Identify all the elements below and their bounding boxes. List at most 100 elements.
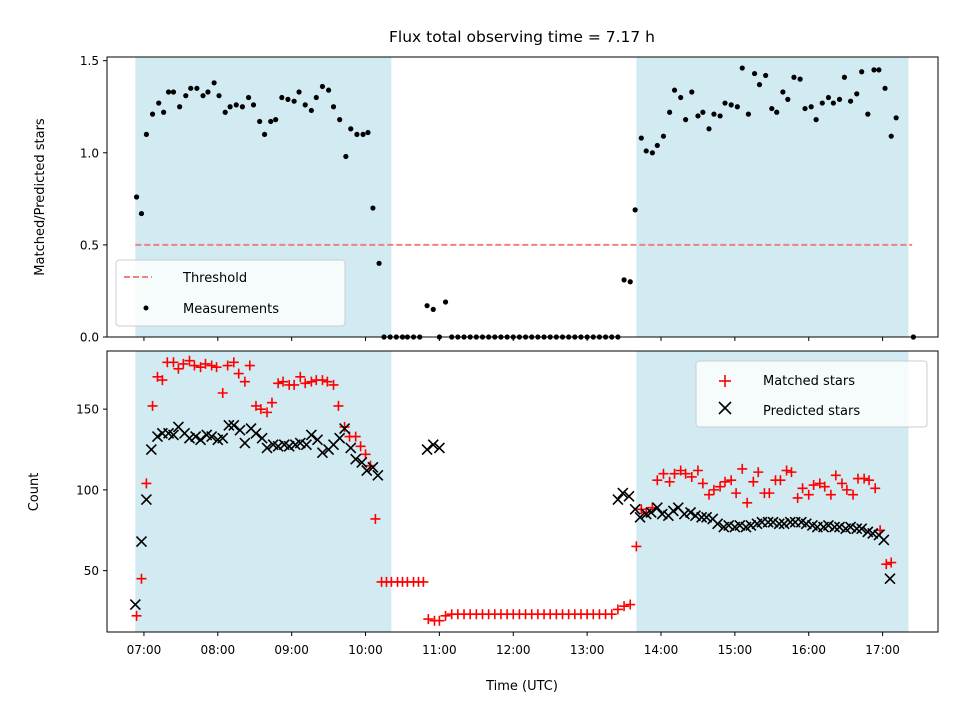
- data-point: [296, 89, 302, 95]
- y-tick-label: 100: [76, 483, 99, 497]
- data-point: [739, 65, 745, 71]
- data-point: [356, 456, 368, 468]
- shaded-interval-1: [135, 351, 392, 632]
- data-point: [234, 424, 246, 436]
- data-point: [680, 468, 691, 479]
- data-point: [345, 442, 357, 454]
- data-point: [621, 277, 627, 283]
- bottom-panel-series: [129, 355, 897, 626]
- data-point: [430, 306, 436, 312]
- data-point: [165, 89, 172, 95]
- data-point: [177, 104, 183, 110]
- data-point: [300, 439, 313, 451]
- data-point: [769, 105, 775, 112]
- data-point: [886, 557, 897, 568]
- x-tick-label: 09:00: [274, 643, 309, 657]
- y-tick-label: 150: [76, 403, 99, 417]
- data-point: [178, 358, 189, 369]
- data-point: [651, 502, 663, 514]
- data-point: [781, 465, 792, 476]
- data-point: [250, 427, 262, 439]
- data-point: [728, 102, 734, 108]
- data-point: [893, 115, 899, 121]
- data-point: [239, 437, 251, 449]
- top-panel-legend: Threshold Measurements: [115, 259, 346, 327]
- data-point: [167, 429, 180, 441]
- data-point: [173, 363, 184, 374]
- data-point: [882, 85, 888, 91]
- data-point: [856, 523, 868, 535]
- data-point: [780, 89, 786, 95]
- data-point: [350, 453, 362, 465]
- matched-legend-marker: [719, 375, 731, 387]
- data-point: [145, 443, 157, 456]
- data-point: [825, 489, 836, 500]
- top-panel: 0.0 0.5 1.0 1.5 Matched/Predicted stars Thr…: [33, 54, 939, 345]
- data-point: [720, 476, 731, 487]
- series-matched-stars: [131, 355, 897, 626]
- x-tick-label: 08:00: [201, 643, 236, 657]
- data-point: [206, 431, 218, 443]
- data-point: [667, 505, 679, 517]
- data-point: [367, 461, 379, 473]
- data-point: [161, 109, 167, 115]
- data-point: [654, 142, 660, 149]
- data-point: [683, 117, 689, 123]
- data-point: [168, 357, 179, 368]
- data-point: [313, 94, 319, 101]
- data-point: [354, 131, 360, 137]
- series-predicted-stars: [129, 419, 896, 611]
- bottom-panel: 50 100 150 07:00 08:00 09:00 10:00 11:00 12:00 1…: [27, 350, 939, 694]
- data-point: [745, 111, 752, 117]
- data-point: [791, 74, 797, 80]
- data-point: [333, 400, 344, 411]
- data-point: [257, 118, 263, 125]
- data-point: [870, 483, 881, 494]
- data-point: [871, 67, 877, 73]
- data-point: [151, 431, 164, 443]
- x-tick-label: 13:00: [570, 643, 605, 657]
- data-point: [302, 102, 308, 108]
- data-point: [830, 100, 836, 106]
- data-point: [700, 109, 706, 115]
- data-point: [623, 490, 635, 502]
- data-point: [308, 107, 314, 114]
- data-point: [228, 419, 240, 431]
- data-point: [306, 376, 317, 387]
- top-panel-shaded-regions: [135, 57, 909, 337]
- predicted-legend-label: Predicted stars: [763, 404, 860, 419]
- data-point: [692, 465, 703, 476]
- data-point: [421, 443, 433, 456]
- data-point: [300, 378, 311, 389]
- data-point: [612, 494, 624, 506]
- bottom-panel-y-ticks: 50 100 150: [76, 403, 107, 578]
- data-point: [442, 299, 449, 305]
- data-point: [291, 98, 297, 104]
- data-point: [888, 133, 894, 139]
- chart-title: Flux total observing time = 7.17 h: [389, 28, 655, 46]
- data-point: [627, 279, 633, 285]
- data-point: [424, 303, 430, 309]
- bottom-panel-legend: Matched stars Predicted stars: [695, 360, 928, 428]
- data-point: [660, 133, 667, 139]
- data-point: [211, 80, 217, 86]
- x-tick-label: 07:00: [127, 643, 162, 657]
- y-tick-label: 1.5: [80, 54, 99, 68]
- data-point: [634, 511, 646, 523]
- data-point: [717, 113, 723, 119]
- data-point: [157, 375, 168, 386]
- x-axis-label: Time (UTC): [485, 679, 558, 694]
- data-point: [808, 104, 814, 110]
- data-point: [147, 400, 158, 411]
- data-point: [658, 468, 669, 479]
- data-point: [138, 210, 145, 217]
- data-point: [884, 573, 896, 585]
- data-point: [337, 117, 343, 123]
- data-point: [667, 109, 673, 115]
- data-point: [330, 104, 337, 110]
- data-point: [878, 534, 890, 546]
- data-point: [200, 93, 206, 99]
- data-point: [228, 357, 239, 368]
- x-tick-label: 14:00: [644, 643, 679, 657]
- data-point: [684, 506, 697, 519]
